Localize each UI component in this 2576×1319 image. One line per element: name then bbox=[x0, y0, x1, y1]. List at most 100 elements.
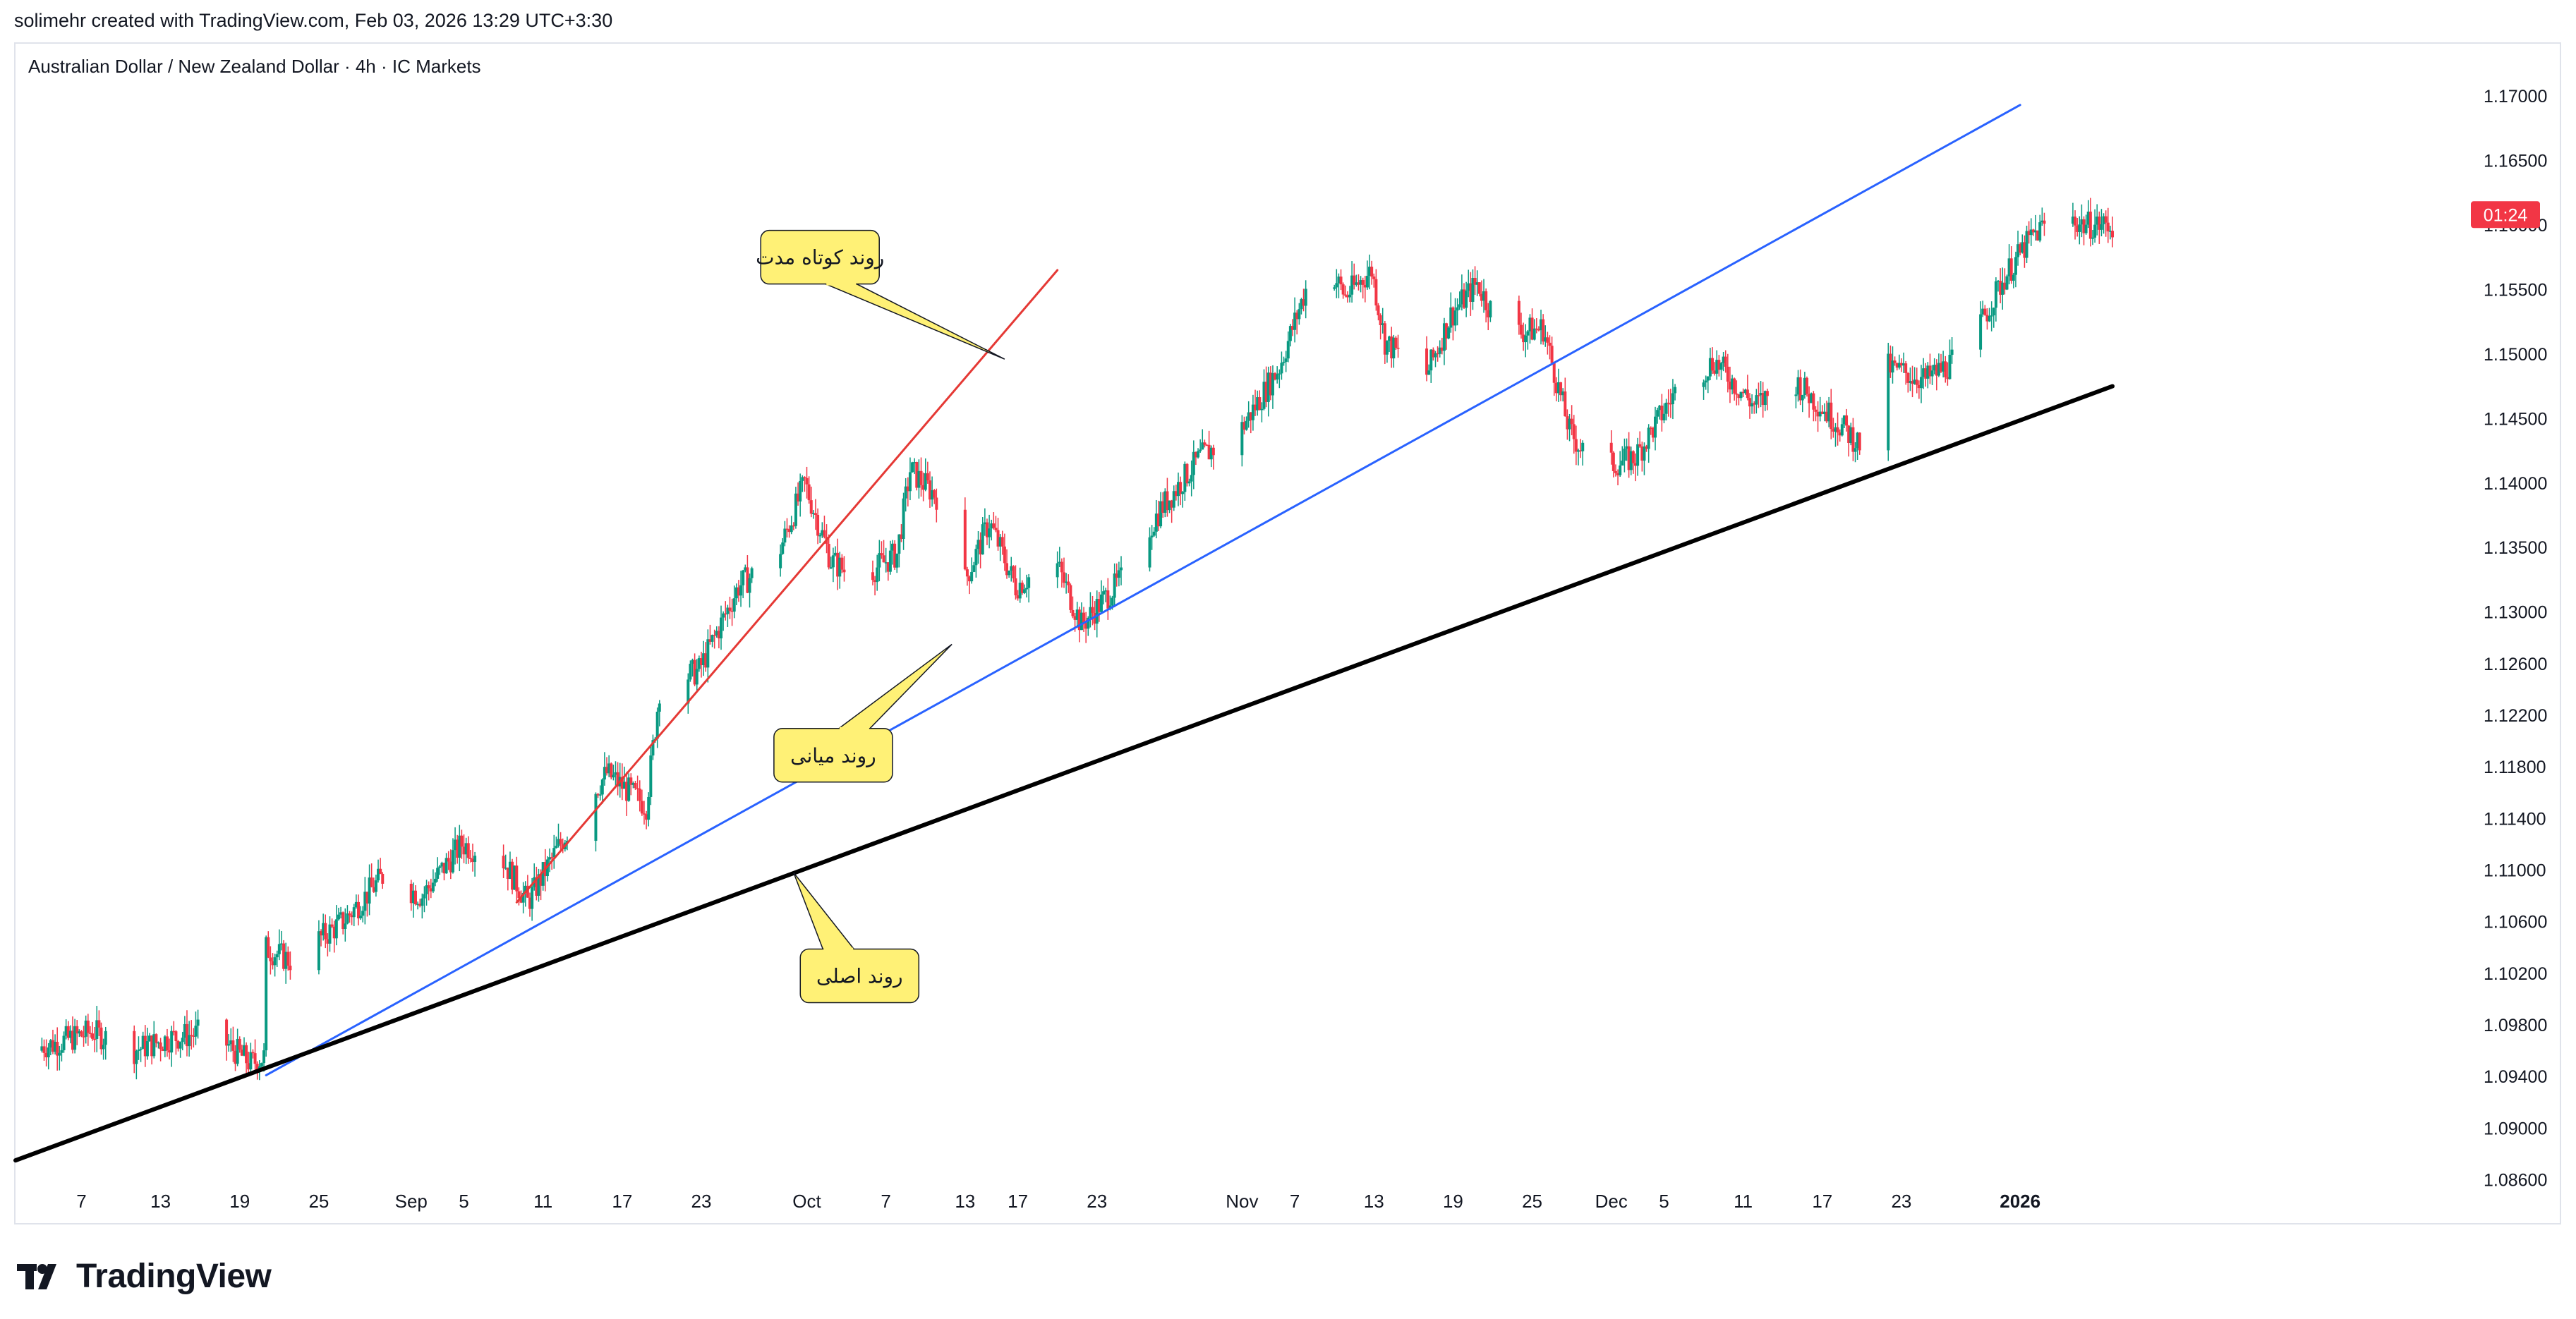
y-tick-label: 1.10200 bbox=[2484, 964, 2547, 984]
candle-body bbox=[550, 857, 554, 858]
x-tick-label: 11 bbox=[533, 1191, 552, 1212]
callout-pointer bbox=[825, 283, 1005, 360]
candle-body bbox=[1638, 444, 1642, 447]
candle-body bbox=[1636, 444, 1640, 466]
candle-body bbox=[636, 788, 639, 789]
price-axis[interactable]: 1.170001.165001.160001.155001.150001.145… bbox=[2484, 87, 2547, 1191]
candle-body bbox=[1484, 291, 1488, 310]
candle-body bbox=[1759, 393, 1762, 396]
candle-body bbox=[1451, 307, 1455, 326]
last-price-tag[interactable] bbox=[2471, 201, 2540, 229]
candle-body bbox=[183, 1023, 186, 1038]
candle-body bbox=[229, 1040, 233, 1045]
candle-body bbox=[1847, 425, 1851, 443]
candle-body bbox=[1163, 491, 1167, 513]
candle-body bbox=[445, 858, 448, 874]
candle-body bbox=[1851, 427, 1855, 452]
callout-1[interactable]: روند کوتاه مدت bbox=[756, 229, 1005, 360]
candle-body bbox=[1010, 566, 1013, 571]
candle-body bbox=[895, 553, 899, 568]
candle-body bbox=[739, 585, 743, 596]
candle-body bbox=[876, 567, 879, 583]
candle-body bbox=[1994, 281, 1997, 308]
tradingview-wordmark: TradingView bbox=[76, 1258, 272, 1295]
candle-body bbox=[816, 514, 820, 536]
candle-body bbox=[1827, 402, 1831, 422]
candle-body bbox=[687, 679, 690, 704]
candle-body bbox=[1546, 337, 1549, 343]
candle-body bbox=[730, 610, 734, 612]
candle-body bbox=[1544, 337, 1547, 342]
candle-body bbox=[748, 578, 751, 593]
x-tick-label: 17 bbox=[1008, 1191, 1028, 1212]
candle-body bbox=[511, 861, 514, 890]
candle-body bbox=[2108, 231, 2112, 232]
candle-body bbox=[891, 543, 895, 551]
candle-body bbox=[251, 1052, 255, 1054]
candle-body bbox=[1944, 361, 1947, 377]
candle-body bbox=[785, 528, 789, 530]
candle-body bbox=[1643, 446, 1646, 461]
candle-body bbox=[1093, 613, 1096, 624]
candle-body bbox=[196, 1019, 200, 1026]
candle-body bbox=[1266, 372, 1270, 402]
candle-body bbox=[1018, 583, 1022, 599]
trendline-short[interactable] bbox=[515, 269, 1059, 904]
tradingview-logo[interactable]: TradingView bbox=[17, 1257, 272, 1296]
trendline-mid[interactable] bbox=[265, 104, 2021, 1076]
candle-body bbox=[1832, 429, 1835, 432]
candle-body bbox=[2080, 219, 2084, 225]
candle-body bbox=[1453, 310, 1457, 326]
candle-body bbox=[1671, 393, 1674, 405]
candle-body bbox=[1674, 387, 1677, 394]
candle-body bbox=[1290, 326, 1294, 330]
candle-body bbox=[339, 912, 343, 915]
candle-body bbox=[1099, 594, 1103, 612]
candle-body bbox=[998, 537, 1002, 547]
candle-body bbox=[871, 572, 874, 581]
candle-body bbox=[97, 1020, 101, 1028]
candle-body bbox=[1381, 323, 1384, 325]
candle-body bbox=[1343, 294, 1347, 296]
candle-body bbox=[1209, 447, 1213, 460]
candle-body bbox=[56, 1042, 59, 1056]
candle-body bbox=[1757, 395, 1760, 396]
x-tick-label: 7 bbox=[881, 1191, 890, 1212]
candle-body bbox=[1891, 360, 1894, 373]
time-axis[interactable]: 7 13 19 25 Sep 5 11 17 23 Oct 7 13 17 23 Nov 7 13 19 25 Dec… bbox=[76, 1191, 2040, 1212]
candle-body bbox=[985, 522, 988, 537]
candle-body bbox=[1893, 360, 1897, 363]
candle-body bbox=[346, 913, 349, 924]
candle-body bbox=[80, 1031, 83, 1037]
candle-body bbox=[1935, 365, 1938, 376]
candle-body bbox=[227, 1044, 231, 1046]
candle-body bbox=[1073, 616, 1077, 620]
candle-body bbox=[150, 1035, 154, 1057]
candle-body bbox=[322, 923, 325, 936]
y-tick-label: 1.09800 bbox=[2484, 1016, 2547, 1035]
candle-body bbox=[933, 490, 936, 498]
candle-body bbox=[702, 653, 706, 666]
candle-body bbox=[783, 528, 787, 543]
trendline-main[interactable] bbox=[13, 384, 2115, 1163]
callout-3[interactable]: روند اصلی bbox=[793, 872, 920, 1004]
callout-seam bbox=[839, 727, 869, 730]
candle-body bbox=[1572, 424, 1576, 439]
callout-label: روند اصلی bbox=[816, 965, 903, 988]
candle-body bbox=[1471, 278, 1475, 302]
candle-body bbox=[622, 782, 626, 789]
callout-2[interactable]: روند میانی bbox=[773, 643, 953, 783]
candle-body bbox=[102, 1045, 105, 1050]
candle-body bbox=[1060, 561, 1063, 573]
candle-body bbox=[2106, 222, 2110, 232]
candle-body bbox=[1609, 442, 1613, 453]
callout-box bbox=[773, 728, 893, 783]
candle-body bbox=[1616, 473, 1620, 475]
candle-body bbox=[1091, 607, 1094, 614]
candle-body bbox=[324, 923, 327, 940]
candle-body bbox=[1537, 329, 1540, 331]
candle-body bbox=[1988, 315, 1991, 322]
candle-body bbox=[267, 937, 270, 958]
candle-body bbox=[787, 529, 791, 533]
